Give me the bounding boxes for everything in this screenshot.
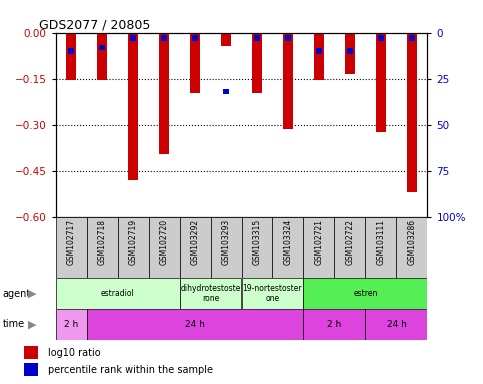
Bar	[180, 217, 211, 278]
Bar	[409, 35, 415, 41]
Bar	[376, 33, 386, 132]
Bar	[252, 33, 262, 93]
Bar	[86, 217, 117, 278]
Bar	[211, 217, 242, 278]
Bar	[283, 33, 293, 129]
Bar	[56, 278, 180, 309]
Text: time: time	[2, 319, 25, 329]
Text: 19-nortestoster
one: 19-nortestoster one	[242, 284, 302, 303]
Bar	[254, 35, 260, 41]
Text: agent: agent	[2, 289, 30, 299]
Bar	[66, 33, 76, 80]
Bar	[130, 35, 136, 41]
Text: GSM103315: GSM103315	[253, 219, 261, 265]
Text: log10 ratio: log10 ratio	[48, 348, 101, 358]
Text: dihydrotestoste
rone: dihydrotestoste rone	[180, 284, 241, 303]
Text: 24 h: 24 h	[386, 320, 406, 329]
Text: GSM103293: GSM103293	[222, 219, 230, 265]
Bar	[378, 35, 384, 41]
Bar	[397, 217, 427, 278]
Text: percentile rank within the sample: percentile rank within the sample	[48, 365, 213, 375]
Text: GSM102721: GSM102721	[314, 219, 324, 265]
Bar	[313, 33, 325, 80]
Bar	[86, 309, 303, 340]
Text: GSM103111: GSM103111	[376, 219, 385, 265]
Text: 2 h: 2 h	[64, 320, 78, 329]
Bar	[158, 33, 170, 154]
Text: 24 h: 24 h	[185, 320, 205, 329]
Text: GSM102719: GSM102719	[128, 219, 138, 265]
Text: GSM103324: GSM103324	[284, 219, 293, 265]
Bar	[407, 33, 417, 192]
Text: ▶: ▶	[28, 289, 37, 299]
Bar	[149, 217, 180, 278]
Bar	[347, 48, 353, 54]
Text: 2 h: 2 h	[327, 320, 341, 329]
Bar	[99, 45, 105, 50]
Text: estren: estren	[353, 289, 378, 298]
Text: GSM102717: GSM102717	[67, 219, 75, 265]
Text: ▶: ▶	[28, 319, 37, 329]
Bar	[316, 48, 322, 54]
Bar	[128, 33, 139, 180]
Bar	[303, 217, 334, 278]
Text: GSM103292: GSM103292	[190, 219, 199, 265]
Bar	[223, 89, 229, 94]
Bar	[24, 346, 38, 359]
Text: GSM102722: GSM102722	[345, 219, 355, 265]
Bar	[366, 217, 397, 278]
Bar	[97, 33, 107, 80]
Text: GDS2077 / 20805: GDS2077 / 20805	[39, 18, 150, 31]
Bar	[242, 217, 272, 278]
Bar	[56, 217, 86, 278]
Bar	[303, 309, 366, 340]
Bar	[117, 217, 149, 278]
Bar	[242, 278, 303, 309]
Bar	[24, 363, 38, 376]
Bar	[180, 278, 242, 309]
Bar	[334, 217, 366, 278]
Bar	[56, 309, 86, 340]
Bar	[272, 217, 303, 278]
Bar	[192, 35, 198, 41]
Bar	[285, 35, 291, 41]
Text: GSM102718: GSM102718	[98, 219, 107, 265]
Text: GSM102720: GSM102720	[159, 219, 169, 265]
Text: estradiol: estradiol	[100, 289, 134, 298]
Bar	[344, 33, 355, 74]
Bar	[221, 33, 231, 46]
Bar	[303, 278, 427, 309]
Text: GSM103286: GSM103286	[408, 219, 416, 265]
Bar	[366, 309, 427, 340]
Bar	[190, 33, 200, 93]
Bar	[68, 48, 74, 54]
Bar	[161, 35, 167, 41]
